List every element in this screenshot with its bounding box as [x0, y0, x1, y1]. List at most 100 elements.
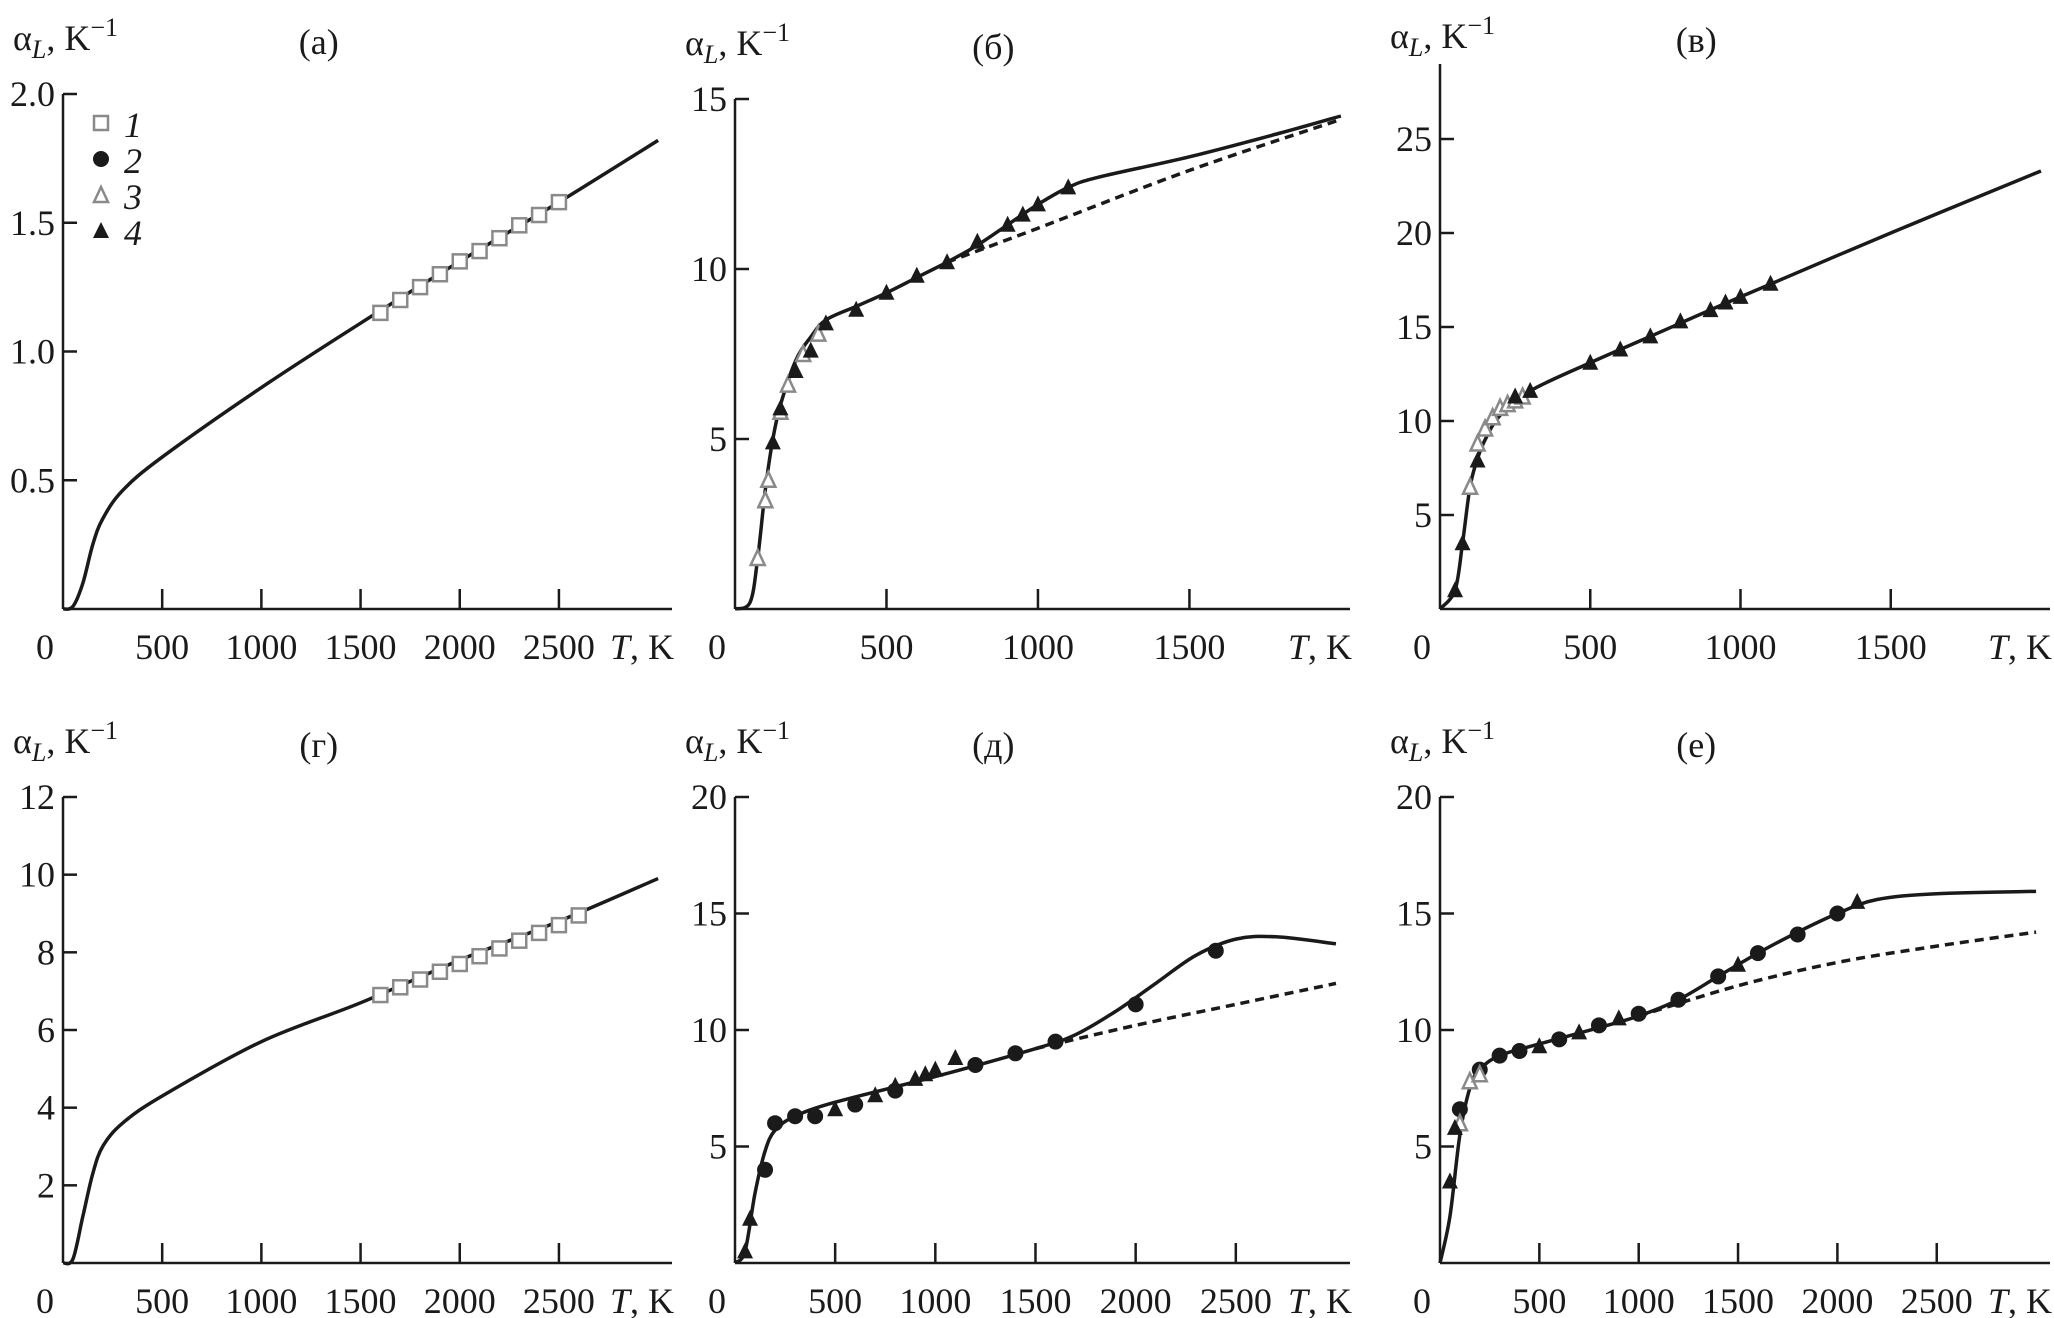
series-2-marker [1749, 945, 1766, 962]
series-4-marker [1571, 1023, 1588, 1040]
x-axis-label-symbol: T [1988, 1281, 2011, 1318]
x-tick-label: 2000 [1801, 1281, 1873, 1318]
series-2-marker [1007, 1045, 1024, 1062]
series-3-marker [756, 489, 775, 509]
series-1-marker [530, 206, 548, 224]
x-tick-label: 500 [1563, 627, 1617, 667]
x-origin-label: 0 [1413, 627, 1431, 667]
series-4-marker [1732, 287, 1749, 304]
x-tick-label: 1000 [225, 627, 297, 667]
y-axis-label-exponent: −1 [1467, 11, 1495, 40]
series-4-marker [1717, 293, 1734, 310]
series-2-marker [1670, 991, 1687, 1008]
series-1-marker [550, 916, 568, 934]
y-axis-label-unit: , K [46, 721, 90, 761]
x-origin-label: 0 [1413, 1281, 1431, 1318]
series-2-marker [807, 1108, 824, 1125]
series-2-marker [967, 1056, 984, 1073]
series-2-marker [1127, 996, 1144, 1013]
y-axis-label-exponent: −1 [762, 18, 790, 47]
series-4-marker [878, 283, 895, 300]
series-3-marker [759, 468, 778, 489]
series-2-marker [847, 1096, 864, 1113]
y-tick-label: 2 [37, 1165, 55, 1205]
series-3-marker [748, 547, 767, 567]
series-2-marker [1491, 1047, 1508, 1064]
dashed-curve [1035, 981, 1337, 1051]
y-axis-label-exponent: −1 [1467, 716, 1495, 745]
y-axis-label-unit: , K [718, 721, 762, 761]
x-tick-label: 1500 [999, 1281, 1071, 1318]
dashed-curve [946, 117, 1342, 264]
y-axis-label-exponent: −1 [90, 716, 118, 745]
x-origin-label: 0 [36, 627, 54, 667]
y-axis-label-unit: , K [1423, 16, 1467, 56]
series-4-marker [887, 1076, 904, 1093]
x-axis-label-unit: , K [630, 1281, 674, 1318]
x-tick-label: 2500 [523, 1281, 595, 1318]
series-3-marker [809, 322, 828, 342]
y-tick-label: 1.0 [10, 332, 55, 372]
series-4-marker [1531, 1037, 1548, 1054]
y-tick-label: 15 [1396, 894, 1432, 934]
panel-title: (б) [972, 27, 1014, 67]
y-axis-label-symbol: α [685, 721, 704, 761]
legend-marker-open-square [92, 114, 110, 132]
series-4-marker [867, 1086, 884, 1103]
y-tick-label: 5 [1414, 1127, 1432, 1167]
series-4-marker [1702, 301, 1719, 318]
series-4-marker [737, 1242, 754, 1259]
series-4-marker [1612, 340, 1629, 357]
series-2-marker [1789, 926, 1806, 943]
series-2-marker [757, 1161, 774, 1178]
x-tick-label: 1500 [1855, 627, 1927, 667]
y-axis-label-subscript: L [31, 35, 46, 64]
series-1-marker [511, 217, 528, 234]
panel-title: (д) [972, 725, 1014, 765]
legend-marker-filled-circle [93, 151, 109, 167]
series-2-marker [1590, 1017, 1607, 1034]
series-2-marker [1207, 942, 1224, 959]
series-1-marker [451, 955, 468, 973]
series-4-marker [1522, 381, 1539, 398]
series-4-marker [1060, 178, 1077, 195]
series-4-marker [1849, 892, 1866, 909]
series-4-marker [1610, 1009, 1627, 1026]
series-2-marker [1710, 968, 1727, 985]
series-4-marker [907, 1069, 924, 1086]
series-4-marker [1029, 195, 1046, 212]
x-tick-label: 1000 [1603, 1281, 1675, 1318]
series-4-marker [1730, 955, 1747, 972]
series-4-marker [1762, 274, 1779, 291]
series-4-marker [939, 253, 956, 270]
series-4-marker [969, 232, 986, 249]
series-4-marker [1469, 451, 1486, 468]
panel-title: (г) [299, 725, 338, 765]
y-tick-label: 4 [37, 1088, 55, 1128]
series-2-marker [1551, 1031, 1568, 1048]
solid-curve [1438, 889, 2037, 1264]
series-1-marker [451, 253, 468, 270]
x-tick-label: 2000 [1100, 1281, 1172, 1318]
series-4-marker [827, 1100, 844, 1117]
y-axis-label-unit: , K [46, 18, 90, 58]
series-3-marker [779, 373, 797, 393]
y-axis-label-symbol: α [685, 23, 704, 63]
legend-label: 3 [123, 177, 142, 217]
x-tick-label: 1500 [1153, 627, 1225, 667]
legend-label: 2 [124, 141, 142, 181]
x-origin-label: 0 [708, 1281, 726, 1318]
y-axis-label-subscript: L [1408, 33, 1423, 62]
y-tick-label: 1.5 [10, 203, 55, 243]
y-axis-label-unit: , K [1423, 721, 1467, 761]
x-axis-label-symbol: T [1988, 627, 2011, 667]
series-4-marker [817, 314, 834, 331]
x-tick-label: 1500 [1702, 1281, 1774, 1318]
series-3-marker [1476, 417, 1495, 437]
y-axis-label-symbol: α [13, 721, 32, 761]
x-axis-label-symbol: T [610, 627, 633, 667]
